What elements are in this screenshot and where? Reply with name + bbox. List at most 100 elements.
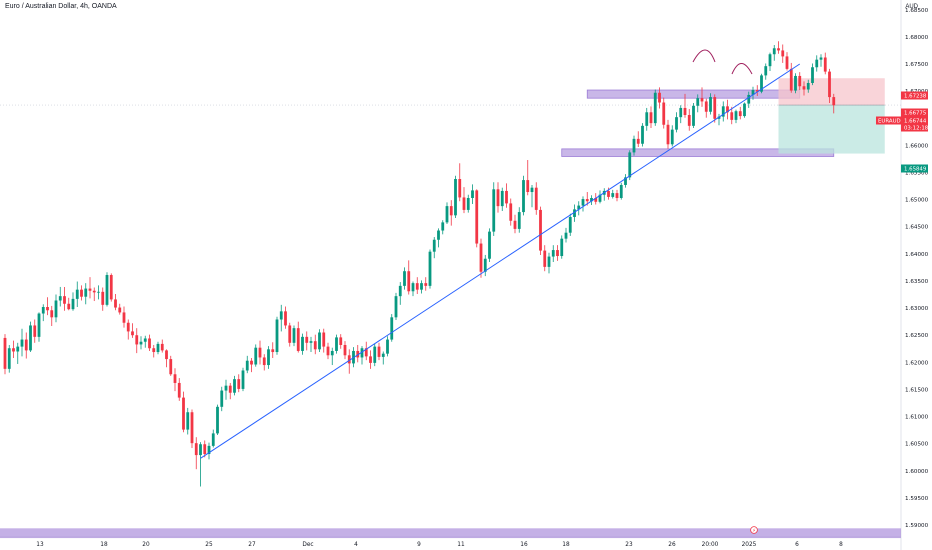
candle-body xyxy=(403,271,406,286)
candle-body xyxy=(148,338,151,349)
candle-body xyxy=(815,59,819,68)
candle-body xyxy=(296,328,300,351)
candle-body xyxy=(16,346,20,352)
candle-body xyxy=(568,216,572,233)
time-tick-label: 9 xyxy=(417,542,421,548)
candle-body xyxy=(335,337,338,351)
candle-body xyxy=(118,307,122,313)
candle-body xyxy=(670,129,674,145)
candle-body xyxy=(177,382,181,398)
candle-body xyxy=(509,203,513,221)
candle-body xyxy=(492,189,496,232)
candle-body xyxy=(594,197,598,202)
candle-body xyxy=(543,250,547,267)
time-tick-label: 16 xyxy=(520,542,528,548)
candle-body xyxy=(607,190,610,197)
candle-body xyxy=(245,360,249,371)
candle-body xyxy=(288,325,292,343)
candle-body xyxy=(262,357,266,366)
candle-body xyxy=(109,275,113,300)
candle-body xyxy=(437,230,440,240)
price-tick-label: 1.59500 xyxy=(905,496,929,502)
candle-body xyxy=(305,336,309,343)
event-marker xyxy=(750,526,758,534)
head-arc xyxy=(692,49,716,63)
price-tag-label: 1.67238 xyxy=(904,94,927,100)
candle-body xyxy=(798,75,802,87)
shoulder-arc xyxy=(731,63,753,75)
candle-body xyxy=(713,97,717,119)
candle-body xyxy=(3,337,7,369)
time-tick-label: 4 xyxy=(354,542,358,548)
time-tick-label: 26 xyxy=(668,542,676,548)
symbol-tag xyxy=(876,116,901,125)
candle-body xyxy=(301,336,304,351)
candle-body xyxy=(743,103,746,117)
price-tick-label: 1.68500 xyxy=(905,8,929,14)
price-tick-label: 1.61000 xyxy=(905,415,929,421)
candle-body xyxy=(662,102,666,125)
candle-body xyxy=(122,312,126,323)
candle-body xyxy=(428,251,432,286)
candle-body xyxy=(228,385,232,393)
candle-body xyxy=(636,138,640,144)
time-tick-label: 18 xyxy=(100,542,108,548)
candle-body xyxy=(84,288,88,297)
candle-body xyxy=(318,332,321,350)
countdown-label: 03:12:18 xyxy=(904,126,929,132)
candle-body xyxy=(488,231,491,259)
candle-body xyxy=(534,187,538,210)
candle-body xyxy=(237,379,241,389)
candle-body xyxy=(41,307,45,314)
candle-body xyxy=(233,379,236,393)
candle-body xyxy=(432,239,436,252)
candle-body xyxy=(71,298,75,310)
candle-body xyxy=(624,177,627,185)
candle-body xyxy=(63,296,66,304)
candle-body xyxy=(441,222,445,231)
candle-body xyxy=(250,360,253,365)
candle-body xyxy=(254,347,258,365)
candle-body xyxy=(313,341,317,350)
price-axis[interactable]: 1.685001.680001.675001.670001.665001.660… xyxy=(905,8,929,529)
candle-body xyxy=(513,220,517,229)
candle-body xyxy=(560,238,564,257)
candle-body xyxy=(475,190,479,244)
candle-body xyxy=(730,112,734,120)
candle-body xyxy=(828,71,831,98)
candle-body xyxy=(679,107,683,118)
candle-body xyxy=(819,57,823,60)
candle-body xyxy=(415,283,419,290)
candle-body xyxy=(611,193,615,197)
candle-body xyxy=(462,197,466,210)
candle-body xyxy=(556,250,559,257)
candle-body xyxy=(182,397,185,430)
candle-body xyxy=(598,194,602,202)
candle-body xyxy=(390,317,394,340)
candle-body xyxy=(781,50,785,57)
candle-body xyxy=(500,190,504,207)
candle-body xyxy=(658,92,661,103)
candle-body xyxy=(632,138,636,153)
candle-body xyxy=(573,209,576,217)
candle-body xyxy=(101,291,105,305)
price-tick-label: 1.68000 xyxy=(905,35,929,41)
candle-body xyxy=(496,189,500,207)
time-axis[interactable]: 13 18 20 25 27 Dec 4 9 11 16 18 23 26 20:00 2025 6 8 xyxy=(36,542,843,548)
price-tag-label: 1.66775 xyxy=(904,111,926,117)
candle-body xyxy=(471,190,474,198)
candle-body xyxy=(517,212,521,229)
candle-body xyxy=(46,307,49,311)
price-tick-label: 1.62000 xyxy=(905,360,929,366)
candle-body xyxy=(156,343,160,353)
candle-body xyxy=(199,444,202,456)
candle-body xyxy=(92,290,96,293)
candle-body xyxy=(343,344,347,356)
candle-body xyxy=(364,348,368,357)
candle-body xyxy=(194,443,198,456)
candle-body xyxy=(211,433,215,446)
candle-body xyxy=(547,256,551,267)
